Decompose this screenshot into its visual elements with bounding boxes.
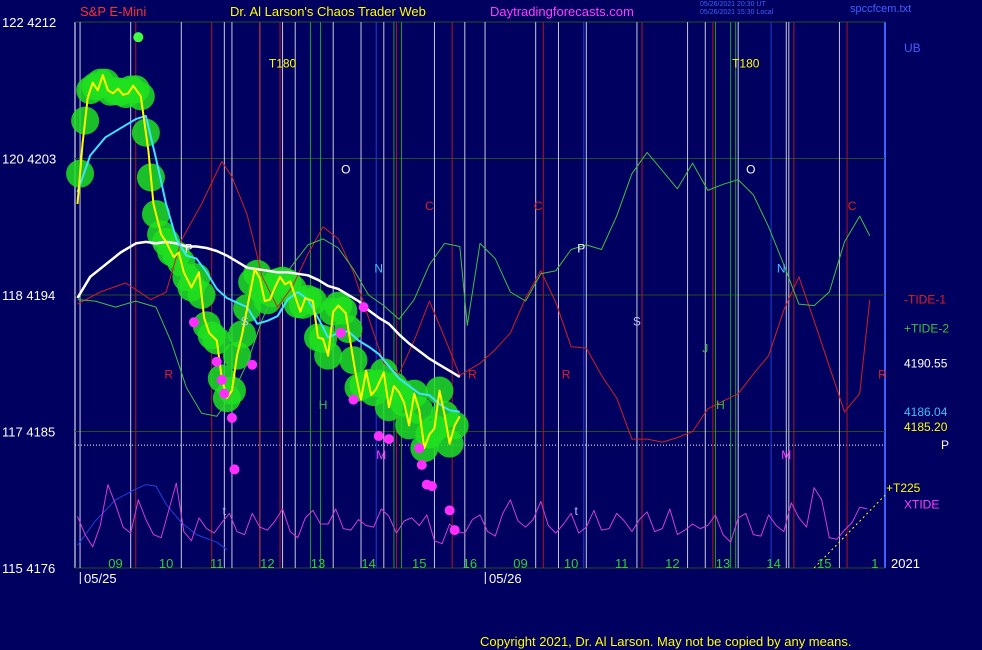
website-link[interactable]: Daytradingforecasts.com	[490, 4, 634, 19]
turn-dot	[414, 443, 425, 454]
series-tide1	[77, 161, 871, 443]
turn-dot	[416, 459, 427, 470]
date-label: 05/25	[84, 571, 117, 586]
y-tick-label: 117 4185	[2, 425, 55, 440]
turn-dot	[383, 434, 394, 445]
hour-tick-label: 1	[871, 556, 878, 571]
right-label: UB	[904, 41, 921, 55]
hour-tick-label: 13	[716, 556, 730, 571]
bubble-overlay	[66, 32, 469, 463]
t225-label: +T225	[886, 481, 921, 495]
series-ma_slow	[76, 240, 461, 378]
hour-tick-label: 11	[210, 556, 224, 571]
y-tick-label: 120 4203	[2, 152, 56, 167]
turn-dots	[188, 302, 460, 536]
hour-tick-label: 10	[564, 556, 578, 571]
turn-dot	[188, 317, 199, 328]
cycle-annotation: N	[777, 261, 786, 275]
turn-dot	[219, 388, 230, 399]
hour-tick-label: 14	[361, 556, 375, 571]
cycle-annotation: C	[534, 199, 543, 213]
series-xtide	[77, 482, 868, 548]
turn-dot	[444, 505, 455, 516]
cycle-annotation: C	[848, 199, 857, 213]
hour-tick-label: 09	[108, 556, 122, 571]
turn-dot	[216, 374, 227, 385]
right-label: -TIDE-1	[904, 293, 946, 307]
cycle-annotation: R	[164, 367, 173, 381]
turn-dot	[247, 359, 258, 370]
turn-dot	[226, 412, 237, 423]
cycle-annotation: S	[241, 314, 249, 328]
cycle-annotation: T180	[269, 57, 297, 71]
right-label: XTIDE	[904, 497, 939, 511]
t225-trend-line	[813, 494, 886, 569]
cycle-annotation: O	[746, 163, 755, 177]
chart-symbol: S&P E-Mini	[80, 4, 147, 19]
series-lines	[76, 74, 886, 569]
series-price	[76, 74, 461, 450]
cycle-annotation: M	[781, 448, 791, 462]
date-label: 05/26	[489, 571, 522, 586]
turn-dot	[449, 525, 460, 536]
y-tick-label: 122 4212	[2, 15, 56, 30]
turn-dot	[229, 464, 240, 475]
right-label: +TIDE-2	[904, 321, 949, 335]
cycle-annotation: M	[376, 448, 386, 462]
cycle-annotation: t	[575, 504, 579, 518]
cycle-annotation: H	[716, 398, 725, 412]
turn-dot	[335, 327, 346, 338]
hour-tick-label: 14	[766, 556, 780, 571]
hour-tick-label: 09	[513, 556, 527, 571]
timestamp-local: 05/26/2021 15:30 Local	[700, 9, 774, 16]
cycle-annotation: H	[319, 398, 328, 412]
turn-dot	[211, 356, 222, 367]
turn-dot	[426, 481, 437, 492]
cycle-annotation: R	[562, 367, 571, 381]
data-file-name: spccfcem.txt	[850, 3, 912, 15]
cycle-annotation: P	[577, 242, 585, 256]
turn-dot	[358, 302, 369, 313]
cycle-lines	[79, 22, 848, 568]
right-label: 4185.20	[904, 420, 948, 434]
chart-text: 122 4212 120 4203 118 4194 117 4185 115 4176…	[2, 15, 949, 586]
cycle-annotation: t	[223, 504, 227, 518]
turn-dot	[373, 431, 384, 442]
cycle-annotation: C	[425, 199, 434, 213]
timestamp-ut: 05/26/2021 20:30 UT	[700, 1, 766, 8]
current-price-marker: P	[941, 438, 949, 452]
hour-tick-label: 12	[665, 556, 679, 571]
cycle-annotation: R	[468, 367, 477, 381]
cycle-annotation: T180	[732, 57, 760, 71]
y-tick-label: 115 4176	[2, 561, 55, 576]
cycle-annotation: N	[374, 261, 383, 275]
year-label: 2021	[891, 556, 920, 571]
cycle-annotation: J	[702, 342, 708, 356]
chart-title: Dr. Al Larson's Chaos Trader Web	[230, 4, 426, 19]
series-ma_fast	[76, 115, 460, 413]
y-tick-label: 118 4194	[2, 288, 55, 303]
turn-dot	[348, 394, 359, 405]
hour-tick-label: 15	[412, 556, 426, 571]
cycle-annotation: P	[185, 242, 193, 256]
hour-tick-label: 15	[817, 556, 831, 571]
bubble-top	[133, 32, 144, 43]
cycle-annotation: S	[633, 314, 641, 328]
series-aux	[77, 484, 228, 551]
right-label: 4190.55	[904, 356, 948, 370]
cycle-annotation: R	[878, 367, 887, 381]
hour-tick-label: 12	[260, 556, 274, 571]
hour-tick-label: 10	[159, 556, 173, 571]
right-label: 4186.04	[904, 405, 948, 419]
copyright-notice: Copyright 2021, Dr. Al Larson. May not b…	[480, 634, 852, 649]
hour-tick-label: 11	[615, 556, 629, 571]
cycle-annotation: O	[341, 163, 350, 177]
hour-tick-label: 16	[463, 556, 477, 571]
series-tide2	[77, 151, 871, 417]
hour-tick-label: 13	[311, 556, 325, 571]
